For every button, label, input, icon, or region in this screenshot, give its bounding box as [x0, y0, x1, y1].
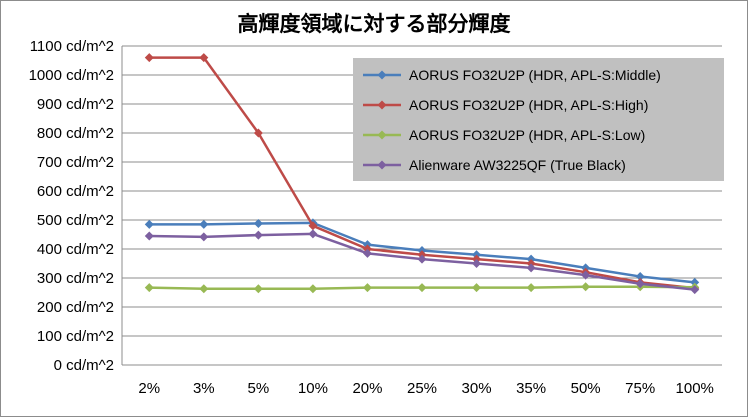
data-point — [144, 53, 154, 63]
legend-label: AORUS FO32U2P (HDR, APL-S:High) — [409, 97, 648, 113]
data-point — [362, 283, 372, 293]
data-point — [199, 284, 209, 294]
data-point — [253, 218, 263, 228]
data-point — [253, 230, 263, 240]
data-point — [253, 128, 263, 138]
y-tick-label: 400 cd/m^2 — [37, 241, 114, 258]
legend-marker — [377, 100, 387, 110]
data-point — [144, 219, 154, 229]
x-tick-label: 20% — [352, 380, 382, 397]
y-tick-label: 600 cd/m^2 — [37, 183, 114, 200]
data-point — [635, 272, 645, 282]
legend-marker — [377, 160, 387, 170]
y-tick-label: 300 cd/m^2 — [37, 270, 114, 287]
x-tick-label: 25% — [407, 380, 437, 397]
x-tick-label: 30% — [462, 380, 492, 397]
x-tick-label: 10% — [298, 380, 328, 397]
y-tick-label: 800 cd/m^2 — [37, 125, 114, 142]
data-point — [144, 231, 154, 241]
y-tick-label: 700 cd/m^2 — [37, 154, 114, 171]
x-tick-label: 3% — [193, 380, 215, 397]
data-point — [635, 279, 645, 289]
data-point — [417, 254, 427, 264]
data-point — [199, 219, 209, 229]
data-point — [690, 277, 700, 287]
legend-box — [353, 58, 724, 181]
y-tick-label: 1100 cd/m^2 — [30, 38, 114, 55]
data-point — [144, 283, 154, 293]
x-tick-label: 35% — [516, 380, 546, 397]
data-point — [581, 282, 591, 292]
legend-label: AORUS FO32U2P (HDR, APL-S:Low) — [409, 127, 645, 143]
data-point — [472, 283, 482, 293]
x-tick-label: 5% — [248, 380, 270, 397]
data-point — [581, 270, 591, 280]
data-point — [308, 221, 318, 231]
y-tick-label: 0 cd/m^2 — [54, 357, 114, 374]
data-point — [526, 263, 536, 273]
x-axis-ticks: 2% 3% 5% 10% 20% 25% 30% 35% 50% 75% 100% — [138, 380, 713, 397]
y-tick-label: 900 cd/m^2 — [37, 96, 114, 113]
y-tick-label: 1000 cd/m^2 — [29, 67, 114, 84]
data-point — [308, 229, 318, 239]
legend: AORUS FO32U2P (HDR, APL-S:Middle) AORUS F… — [353, 58, 724, 181]
data-point — [526, 283, 536, 293]
data-point — [308, 284, 318, 294]
x-tick-label: 2% — [138, 380, 160, 397]
x-tick-label: 100% — [676, 380, 714, 397]
data-point — [472, 259, 482, 268]
legend-marker — [377, 130, 387, 140]
legend-label: AORUS FO32U2P (HDR, APL-S:Middle) — [409, 67, 661, 83]
data-point — [690, 285, 700, 295]
legend-label: Alienware AW3225QF (True Black) — [409, 157, 626, 173]
y-tick-label: 500 cd/m^2 — [37, 212, 114, 229]
data-point — [417, 283, 427, 293]
x-tick-label: 50% — [571, 380, 601, 397]
data-point — [199, 232, 209, 242]
data-point — [362, 248, 372, 258]
y-tick-label: 200 cd/m^2 — [37, 299, 114, 316]
data-point — [199, 53, 209, 63]
legend-marker — [377, 70, 387, 80]
data-point — [253, 284, 263, 294]
x-tick-label: 75% — [625, 380, 655, 397]
chart-title: 高輝度領域に対する部分輝度 — [237, 12, 511, 36]
series-group — [144, 53, 700, 295]
y-axis-ticks: 0 cd/m^2 100 cd/m^2 200 cd/m^2 300 cd/m^2 40… — [29, 38, 114, 374]
y-tick-label: 100 cd/m^2 — [37, 328, 114, 345]
